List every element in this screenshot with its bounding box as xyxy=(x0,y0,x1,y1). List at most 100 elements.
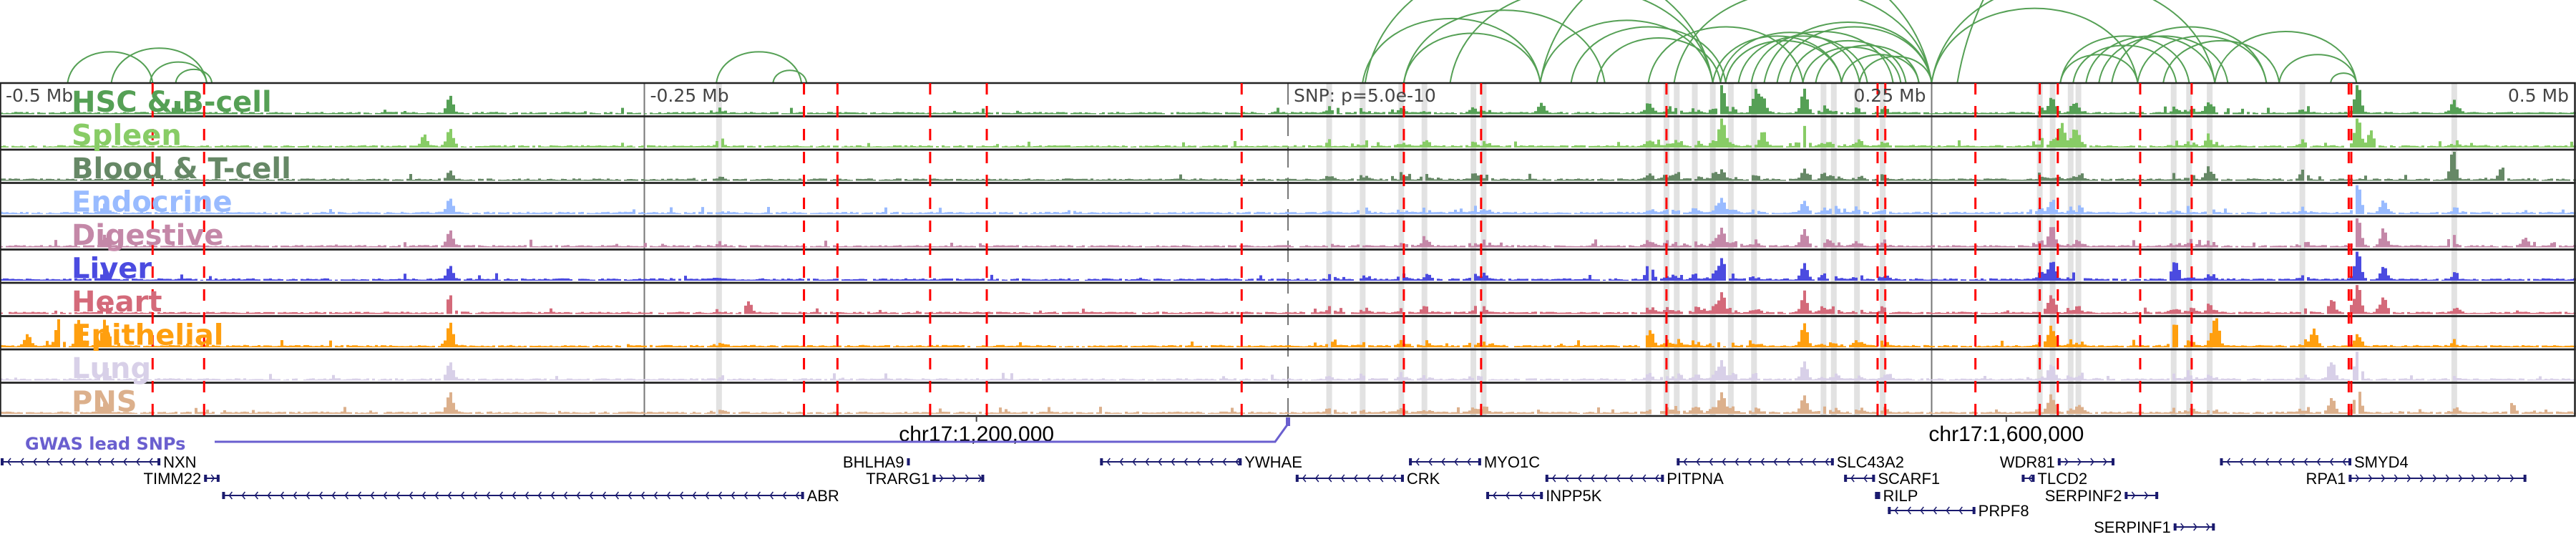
exon xyxy=(216,475,220,482)
exon xyxy=(1239,458,1242,465)
strand-arrow-icon xyxy=(2355,474,2514,483)
exon xyxy=(2348,458,2351,465)
loop-arc xyxy=(1737,35,1868,83)
strand-arrow-icon xyxy=(2180,523,2210,531)
signal-bars xyxy=(0,152,2576,181)
gene-label: MYO1C xyxy=(1484,453,1540,471)
axis-label: 0.5 Mb xyxy=(2508,85,2569,106)
loop-arc xyxy=(1364,0,1714,83)
loop-arc xyxy=(2137,35,2268,83)
loop-arc xyxy=(175,68,213,83)
gene-model: CRK xyxy=(1295,470,1440,488)
exon xyxy=(907,458,910,465)
exon xyxy=(1972,507,1976,514)
loop-arc xyxy=(2098,35,2229,83)
exon xyxy=(1486,492,1490,499)
exon xyxy=(801,492,804,499)
gene-model: RPA1 xyxy=(2306,470,2527,488)
gwas-track-label: GWAS lead SNPs xyxy=(25,434,185,454)
strand-arrow-icon xyxy=(7,458,153,466)
loop-arc xyxy=(149,61,208,83)
axis-label: -0.5 Mb xyxy=(6,85,73,106)
gwas-snp-marker xyxy=(1286,417,1290,426)
exon xyxy=(2124,492,2128,499)
gene-label: CRK xyxy=(1407,470,1440,488)
exon xyxy=(1877,492,1880,499)
exon xyxy=(1545,475,1548,482)
loop-arc xyxy=(1931,0,2216,83)
strand-arrow-icon xyxy=(1302,474,1397,483)
gene-model: TRARG1 xyxy=(866,470,985,488)
strand-arrow-icon xyxy=(2131,491,2149,500)
exon xyxy=(204,475,208,482)
gene-model: NXN xyxy=(1,453,197,471)
gene-label: SLC43A2 xyxy=(1837,453,1904,471)
loop-arc xyxy=(1719,32,1860,83)
exon xyxy=(222,492,225,499)
exon xyxy=(1,458,4,465)
strand-arrow-icon xyxy=(2028,474,2033,483)
gene-label: SCARF1 xyxy=(1878,470,1940,488)
gene-label: TLCD2 xyxy=(2037,470,2087,488)
loop-arc xyxy=(1858,55,1933,83)
loop-arc xyxy=(716,51,802,83)
gene-model: TIMM22 xyxy=(144,470,220,488)
gene-model: PITPNA xyxy=(1545,470,1724,488)
exon xyxy=(157,458,161,465)
track-frame xyxy=(0,382,2576,417)
exon xyxy=(1888,507,1891,514)
loop-arc xyxy=(1815,44,1920,83)
gene-model: INPP5K xyxy=(1486,487,1602,505)
exon xyxy=(1295,475,1299,482)
chromatin-loops xyxy=(67,0,2358,83)
gene-model: WDR81 xyxy=(2000,453,2114,471)
exon xyxy=(2220,458,2223,465)
loop-arc xyxy=(2111,26,2268,83)
exon xyxy=(1409,458,1413,465)
gene-model: SERPINF1 xyxy=(2094,518,2215,536)
exon xyxy=(2111,458,2114,465)
signal-track xyxy=(0,382,2576,417)
loop-arc xyxy=(772,69,808,83)
gene-label: TRARG1 xyxy=(866,470,930,488)
gene-label: PRPF8 xyxy=(1979,502,2029,520)
exon xyxy=(2173,523,2177,531)
gene-model: SMYD4 xyxy=(2220,453,2409,471)
gene-label: BHLHA9 xyxy=(843,453,904,471)
gene-label: PITPNA xyxy=(1667,470,1724,488)
exon xyxy=(1830,458,1834,465)
exon xyxy=(1540,492,1543,499)
strand-arrow-icon xyxy=(1551,474,1659,483)
strand-arrow-icon xyxy=(228,491,800,500)
loop-arc xyxy=(1596,37,1722,83)
strand-arrow-icon xyxy=(2064,458,2107,466)
gene-model: PRPF8 xyxy=(1888,502,2029,520)
track-label: Lung xyxy=(72,352,151,385)
loop-arc xyxy=(1776,26,1933,83)
track-label: PNS xyxy=(72,386,137,419)
track-label: Blood & T-cell xyxy=(72,153,291,185)
exon xyxy=(1100,458,1103,465)
strand-arrow-icon xyxy=(1850,474,1868,483)
loop-arc xyxy=(1931,7,2139,83)
track-label: Endocrine xyxy=(72,186,233,219)
loop-arc xyxy=(1539,0,1933,83)
strand-arrow-icon xyxy=(1106,458,1239,466)
gene-label: INPP5K xyxy=(1546,487,1602,505)
loop-arc xyxy=(67,51,154,83)
signal-bars xyxy=(0,118,2576,147)
loop-arc xyxy=(2059,54,2139,83)
loop-arc xyxy=(1570,26,1727,83)
loop-arc xyxy=(2278,54,2358,83)
exon xyxy=(2348,475,2352,482)
exon xyxy=(2057,458,2061,465)
loop-arc xyxy=(2085,35,2216,83)
strand-arrow-icon xyxy=(210,474,215,483)
gene-label: SERPINF1 xyxy=(2094,518,2171,536)
exon xyxy=(2021,475,2025,482)
strand-arrow-icon xyxy=(2226,458,2347,466)
strand-arrow-icon xyxy=(939,474,982,483)
exon xyxy=(2031,475,2035,482)
chrom-position-label: chr17:1,600,000 xyxy=(1928,422,2084,446)
gene-model: YWHAE xyxy=(1100,453,1302,471)
